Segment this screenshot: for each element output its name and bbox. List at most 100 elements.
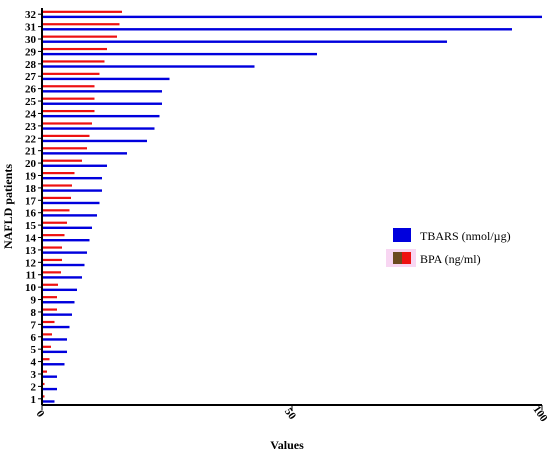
x-tick-label-100: 100: [530, 404, 550, 425]
axes-layer: 1234567891011121314151617181920212223242…: [1, 8, 550, 452]
tbars-bar-9: [42, 301, 75, 304]
tbars-bar-7: [42, 325, 70, 329]
y-tick-label-16: 16: [25, 208, 37, 220]
legend-label-bpa: BPA (ng/ml): [420, 252, 481, 266]
bpa-bar-17: [42, 196, 71, 200]
tbars-bar-11: [42, 276, 82, 279]
bpa-bar-7: [42, 320, 55, 324]
tbars-bar-24: [42, 114, 160, 118]
bpa-bar-24: [42, 109, 95, 113]
y-tick-label-26: 26: [25, 84, 37, 96]
bpa-bar-14: [42, 234, 65, 237]
bpa-bar-15: [42, 221, 67, 224]
tbars-bar-6: [42, 338, 67, 341]
tbars-bar-13: [42, 251, 87, 254]
bpa-bar-3: [42, 370, 47, 373]
y-tick-label-5: 5: [31, 344, 37, 356]
y-tick-label-22: 22: [25, 133, 37, 145]
y-tick-label-24: 24: [25, 108, 37, 120]
y-tick-label-3: 3: [31, 369, 37, 381]
bpa-bar-5: [42, 345, 51, 348]
bpa-bar-9: [42, 296, 57, 299]
tbars-bar-8: [42, 313, 72, 316]
y-tick-label-21: 21: [25, 146, 36, 158]
bpa-bar-32: [42, 10, 122, 13]
tbars-bar-17: [42, 201, 100, 205]
bpa-bar-10: [42, 283, 58, 286]
legend: TBARS (nmol/µg) BPA (ng/ml): [386, 228, 511, 267]
y-axis-title: NAFLD patients: [1, 164, 15, 249]
tbars-bar-32: [42, 15, 542, 19]
tbars-bar-2: [42, 387, 57, 391]
y-tick-label-27: 27: [25, 71, 37, 83]
bpa-bar-12: [42, 258, 62, 262]
y-tick-label-19: 19: [25, 170, 37, 182]
legend-label-tbars: TBARS (nmol/µg): [420, 229, 511, 243]
tbars-bar-4: [42, 363, 65, 366]
tbars-bar-21: [42, 152, 127, 155]
tbars-bar-19: [42, 176, 102, 180]
y-tick-label-31: 31: [25, 22, 36, 34]
y-tick-label-18: 18: [25, 183, 37, 195]
tbars-bar-10: [42, 288, 77, 292]
bpa-bar-18: [42, 184, 72, 187]
y-tick-label-20: 20: [25, 158, 37, 170]
bpa-bar-13: [42, 246, 62, 249]
tbars-bar-18: [42, 189, 102, 192]
bpa-bar-21: [42, 147, 87, 150]
y-tick-label-12: 12: [25, 257, 37, 269]
bpa-bar-31: [42, 23, 120, 26]
y-tick-label-4: 4: [31, 357, 37, 369]
tbars-bar-27: [42, 77, 170, 81]
tbars-bar-28: [42, 65, 255, 68]
legend-swatch-tbars: [393, 228, 411, 242]
x-tick-label-0: 0: [34, 408, 47, 420]
tbars-bar-29: [42, 52, 317, 56]
bpa-bar-25: [42, 97, 95, 100]
y-tick-label-9: 9: [31, 295, 37, 307]
y-tick-label-30: 30: [25, 34, 37, 46]
bpa-bar-2: [42, 382, 45, 386]
legend-swatch-bpa-right: [402, 252, 411, 264]
tbars-bar-31: [42, 28, 512, 31]
y-tick-label-8: 8: [31, 307, 37, 319]
tbars-bar-5: [42, 350, 67, 354]
y-tick-label-28: 28: [25, 59, 37, 71]
y-tick-label-32: 32: [25, 9, 37, 21]
bpa-bar-4: [42, 358, 50, 361]
bars-layer: [42, 10, 542, 403]
y-tick-label-7: 7: [31, 319, 37, 331]
y-tick-label-6: 6: [31, 332, 37, 344]
tbars-bar-20: [42, 164, 107, 167]
bpa-bar-11: [42, 271, 61, 274]
tbars-bar-14: [42, 239, 90, 242]
x-tick-label-50: 50: [282, 406, 298, 422]
y-tick-label-13: 13: [25, 245, 37, 257]
bpa-bar-20: [42, 159, 82, 162]
legend-swatch-bpa-left: [393, 252, 402, 264]
bpa-bar-8: [42, 308, 57, 311]
tbars-bar-3: [42, 375, 57, 378]
y-tick-label-11: 11: [26, 270, 36, 282]
tbars-bar-1: [42, 400, 55, 403]
tbars-bar-15: [42, 226, 92, 229]
bpa-bar-26: [42, 85, 95, 88]
y-tick-label-17: 17: [25, 195, 37, 207]
y-tick-label-25: 25: [25, 96, 37, 108]
bpa-bar-27: [42, 72, 100, 75]
tbars-bar-12: [42, 263, 85, 267]
bpa-bar-29: [42, 47, 107, 51]
bpa-bar-16: [42, 209, 70, 212]
y-tick-label-23: 23: [25, 121, 37, 133]
tbars-bar-25: [42, 102, 162, 105]
bpa-bar-28: [42, 60, 105, 63]
bpa-bar-19: [42, 172, 75, 175]
tbars-bar-16: [42, 214, 97, 217]
tbars-bar-30: [42, 40, 447, 43]
y-tick-label-15: 15: [25, 220, 37, 232]
y-tick-label-29: 29: [25, 46, 37, 58]
bpa-bar-30: [42, 35, 117, 38]
bpa-bar-6: [42, 333, 52, 336]
tbars-bar-26: [42, 90, 162, 93]
